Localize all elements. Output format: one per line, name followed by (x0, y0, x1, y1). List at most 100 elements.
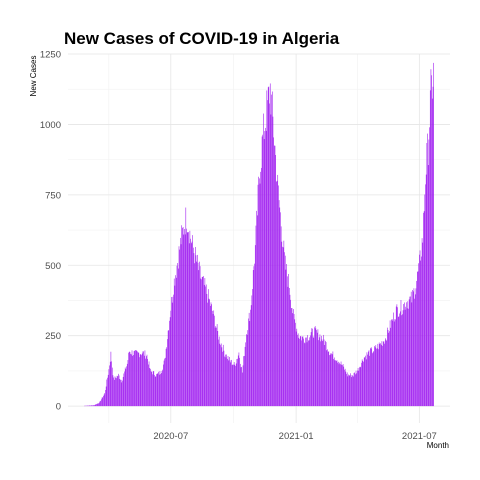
bar (349, 375, 351, 407)
bar (243, 356, 244, 407)
bar (278, 185, 279, 407)
bar (107, 374, 109, 407)
bar (331, 354, 333, 407)
bar (354, 372, 355, 407)
bar (305, 337, 306, 407)
bar (364, 357, 366, 407)
bar (412, 291, 414, 407)
bar (311, 328, 313, 407)
bar (310, 335, 311, 407)
bar (395, 319, 396, 407)
bar (129, 352, 131, 407)
bar (377, 343, 379, 407)
bar (124, 371, 125, 407)
bar (405, 306, 407, 407)
bar (365, 359, 367, 407)
bar (90, 405, 91, 407)
bar (274, 145, 276, 407)
bar (234, 364, 236, 407)
bar (261, 136, 263, 407)
bar (199, 261, 200, 407)
bar (101, 399, 102, 407)
bar (386, 340, 387, 407)
bar (154, 376, 156, 407)
bar (410, 291, 412, 407)
bar (189, 230, 191, 407)
bar (261, 167, 262, 407)
bar (433, 62, 434, 407)
bar (105, 390, 106, 407)
bar (391, 319, 392, 407)
bar (118, 373, 119, 407)
bar (271, 91, 273, 407)
bar (370, 347, 371, 407)
bar (133, 351, 135, 407)
bar (406, 302, 407, 407)
bar (421, 238, 423, 407)
bar (130, 353, 131, 407)
bar (165, 348, 167, 407)
bar (198, 270, 200, 407)
bar (264, 131, 266, 407)
bar (355, 370, 357, 407)
bar (197, 262, 199, 407)
bar (394, 319, 396, 407)
bar (393, 312, 394, 407)
bar (140, 354, 142, 407)
bar (233, 362, 235, 407)
y-tick-labels: 0 250 500 750 1000 1250 (40, 50, 61, 413)
bar (371, 347, 372, 407)
bar (402, 310, 404, 407)
bar (182, 227, 183, 407)
bar (358, 370, 360, 407)
bar (319, 334, 321, 407)
bar (312, 336, 314, 407)
y-tick-label: 250 (45, 331, 61, 342)
bar (242, 372, 243, 407)
bar (256, 210, 257, 407)
bar (132, 355, 133, 407)
y-tick-label: 1000 (40, 120, 61, 131)
bar (165, 357, 166, 407)
bar (231, 365, 233, 407)
bar (254, 245, 256, 407)
bar (343, 366, 345, 407)
bar (173, 294, 174, 407)
bar (114, 376, 116, 407)
bar (401, 315, 402, 407)
bar (273, 137, 274, 407)
bar (335, 360, 336, 407)
bar (259, 183, 261, 407)
bar (327, 351, 329, 407)
bar (331, 353, 332, 407)
bar (209, 299, 210, 407)
bar (136, 350, 138, 407)
bar (186, 232, 188, 407)
bar (414, 298, 415, 407)
bar (158, 371, 159, 407)
bar (167, 339, 168, 407)
bar (257, 184, 259, 407)
bar (143, 355, 145, 407)
bar (229, 356, 230, 407)
bar (252, 270, 254, 407)
bar (397, 307, 398, 407)
bar (259, 178, 260, 407)
bar (178, 246, 180, 407)
bar (321, 339, 323, 407)
bar (296, 328, 298, 407)
bar (286, 276, 288, 407)
bar (350, 377, 352, 407)
bar (201, 279, 202, 407)
bar (154, 374, 155, 407)
bar (287, 286, 289, 407)
bar (416, 280, 417, 407)
bar (218, 336, 220, 407)
bar (357, 370, 358, 407)
bar (291, 308, 292, 407)
bar (347, 376, 349, 407)
x-axis-title: Month (427, 441, 449, 450)
bar (415, 288, 417, 407)
bar (98, 403, 99, 407)
bar (329, 354, 331, 407)
